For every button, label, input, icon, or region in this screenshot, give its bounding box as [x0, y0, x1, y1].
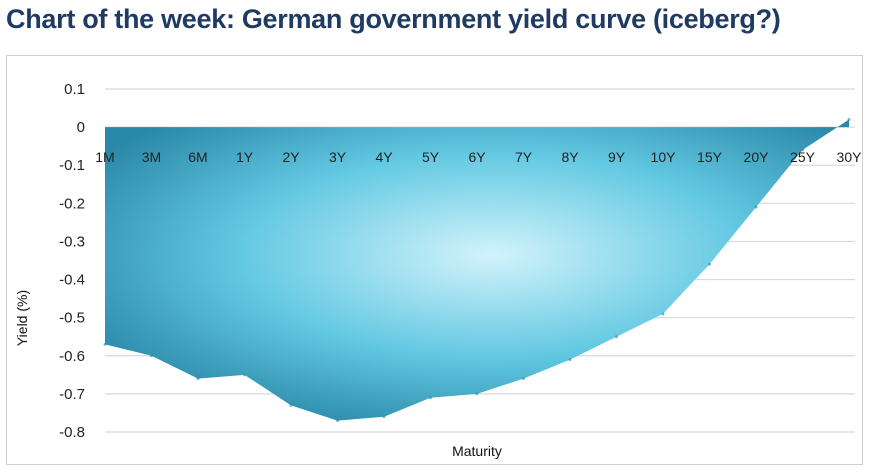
y-tick-label: 0.1	[64, 81, 85, 98]
x-tick-label: 5Y	[422, 149, 440, 165]
x-tick-label: 7Y	[515, 149, 533, 165]
data-point	[382, 415, 386, 419]
x-tick-label: 30Y	[837, 149, 862, 165]
x-tick-label: 8Y	[561, 149, 579, 165]
data-point	[522, 377, 525, 381]
y-tick-label: -0.8	[59, 424, 85, 441]
y-tick-label: -0.4	[59, 272, 85, 289]
data-point	[615, 335, 618, 339]
data-point	[801, 148, 804, 152]
yield-area	[105, 119, 849, 421]
y-axis-title: Yield (%)	[14, 290, 30, 346]
x-tick-label: 1M	[95, 149, 114, 165]
data-point	[661, 312, 665, 316]
x-tick-label: 2Y	[282, 149, 300, 165]
data-point	[150, 354, 153, 358]
chart-area: 0.1 0 -0.1 -0.2 -0.3 -0.4 -0.5 -0.6 -0.7 -0.8 1M 3…	[6, 55, 863, 465]
x-tick-label: 3M	[142, 149, 161, 165]
data-point	[754, 205, 758, 209]
y-tick-label: -0.6	[59, 348, 85, 365]
x-tick-label: 6M	[188, 149, 207, 165]
data-point	[289, 403, 293, 407]
x-tick-label: 15Y	[697, 149, 723, 165]
data-point	[708, 262, 711, 266]
data-point	[429, 396, 432, 400]
x-tick-label: 4Y	[375, 149, 393, 165]
data-point	[847, 117, 851, 121]
y-tick-label: -0.1	[59, 157, 85, 174]
x-tick-label: 20Y	[744, 149, 770, 165]
x-tick-label: 3Y	[329, 149, 347, 165]
data-point	[475, 392, 479, 396]
y-tick-label: -0.5	[59, 310, 85, 327]
data-point	[196, 377, 200, 381]
y-tick-label: -0.7	[59, 386, 85, 403]
x-tick-label: 25Y	[790, 149, 816, 165]
x-tick-label: 9Y	[608, 149, 626, 165]
page-title: Chart of the week: German government yie…	[6, 4, 781, 34]
x-axis-title: Maturity	[452, 443, 502, 459]
data-point	[103, 342, 107, 346]
yield-curve-chart: 0.1 0 -0.1 -0.2 -0.3 -0.4 -0.5 -0.6 -0.7 -0.8 1M 3…	[14, 81, 862, 459]
data-point	[568, 358, 572, 362]
data-point	[243, 373, 246, 377]
y-tick-label: -0.3	[59, 233, 85, 250]
x-tick-label: 10Y	[651, 149, 677, 165]
y-tick-label: 0	[77, 119, 85, 136]
data-point	[336, 419, 339, 423]
x-tick-label: 6Y	[468, 149, 486, 165]
x-tick-label: 1Y	[236, 149, 254, 165]
y-tick-label: -0.2	[59, 195, 85, 212]
